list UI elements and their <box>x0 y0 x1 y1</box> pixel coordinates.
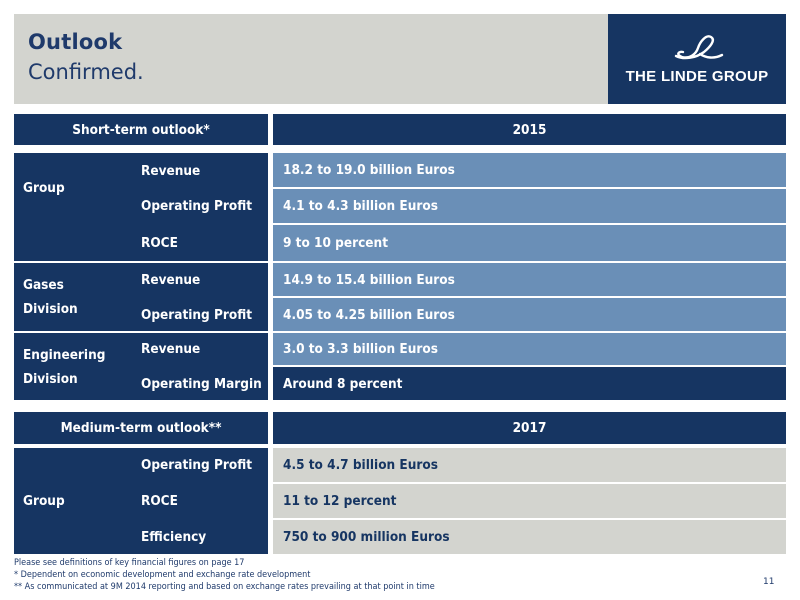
value-cell: 4.5 to 4.7 billion Euros <box>273 448 786 482</box>
short-term-header-label: Short-term outlook* <box>14 114 268 145</box>
metric-label: ROCE <box>141 234 178 251</box>
page-number: 11 <box>763 577 775 587</box>
division-name-line2: Division <box>23 370 78 387</box>
metric-label: Revenue <box>141 162 201 179</box>
group-label: Group <box>23 493 65 509</box>
value-cell: Around 8 percent <box>273 367 786 400</box>
metric-label: Efficiency <box>141 528 207 545</box>
title-banner: Outlook Confirmed. <box>14 14 608 104</box>
gases-division-block <box>14 263 268 331</box>
footnote: Please see definitions of key financial … <box>14 558 245 568</box>
value-cell: 3.0 to 3.3 billion Euros <box>273 333 786 365</box>
metric-label: Revenue <box>141 272 201 288</box>
group-label: Group <box>23 180 65 196</box>
value-cell: 11 to 12 percent <box>273 484 786 518</box>
value-cell: 9 to 10 percent <box>273 225 786 261</box>
medium-term-header-label: Medium-term outlook** <box>14 412 268 444</box>
value-cell: 14.9 to 15.4 billion Euros <box>273 263 786 296</box>
metric-label: Operating Profit <box>141 198 253 214</box>
division-name-line2: Division <box>23 301 78 317</box>
linde-script-l-icon <box>674 35 724 60</box>
metric-label: Operating Profit <box>141 307 253 323</box>
engineering-division-block <box>14 333 268 400</box>
group-section-block <box>14 153 268 261</box>
value-cell: 750 to 900 million Euros <box>273 520 786 554</box>
metric-label: Operating Profit <box>141 457 253 473</box>
footnote: * Dependent on economic development and … <box>14 570 311 580</box>
footnotes: Please see definitions of key financial … <box>14 557 435 593</box>
medium-group-block <box>14 448 268 554</box>
medium-term-header-year: 2017 <box>273 412 786 444</box>
short-term-header-year: 2015 <box>273 114 786 145</box>
metric-label: Operating Margin <box>141 375 262 392</box>
value-cell: 4.05 to 4.25 billion Euros <box>273 298 786 331</box>
linde-logo: THE LINDE GROUP <box>608 14 786 104</box>
value-cell: 18.2 to 19.0 billion Euros <box>273 153 786 187</box>
division-name-line1: Engineering <box>23 346 106 363</box>
value-cell: 4.1 to 4.3 billion Euros <box>273 189 786 223</box>
metric-label: Revenue <box>141 341 201 357</box>
engineering-division-label: Engineering Division <box>14 333 132 400</box>
slide-title: Outlook <box>28 30 123 54</box>
division-name-line1: Gases <box>23 277 64 293</box>
footnote: ** As communicated at 9M 2014 reporting … <box>14 582 435 592</box>
metric-label: ROCE <box>141 492 178 509</box>
slide-subtitle: Confirmed. <box>28 60 144 84</box>
logo-wordmark: THE LINDE GROUP <box>625 68 769 85</box>
gases-division-label: Gases Division <box>14 263 132 331</box>
